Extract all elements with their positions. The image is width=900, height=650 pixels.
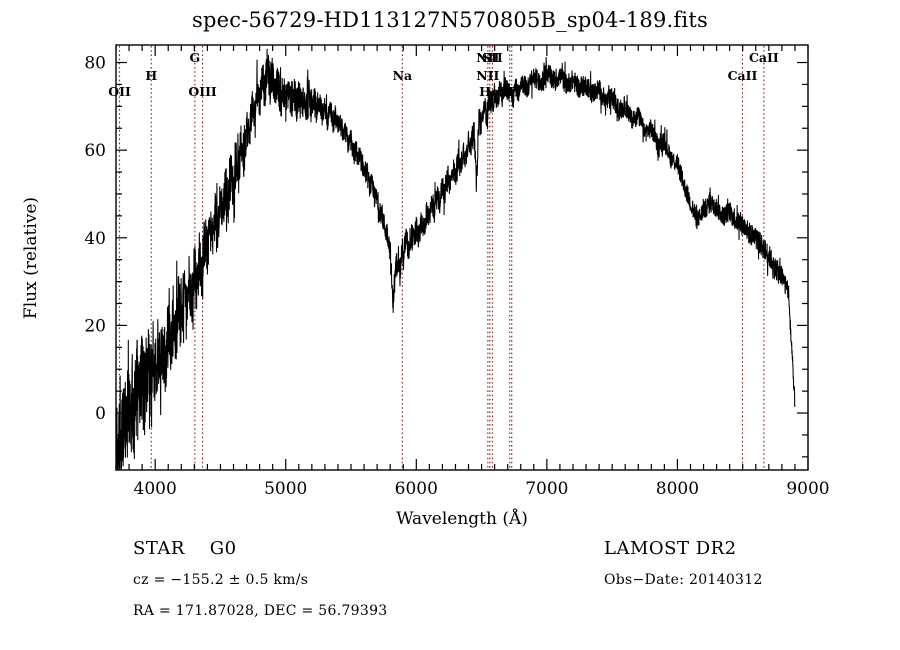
y-tick-label: 60	[84, 141, 106, 161]
spectral-line-label: SII	[482, 50, 503, 65]
spectral-line-label: CaII	[749, 50, 779, 65]
spectral-line-label: Na	[393, 68, 413, 83]
object-type-label: STAR G0	[133, 538, 237, 559]
x-axis-title: Wavelength (Å)	[396, 508, 528, 529]
y-tick-labels: 0 20 40 60 80	[84, 54, 106, 425]
spectrum-line	[115, 48, 796, 470]
spectral-line-label: Hα	[479, 84, 501, 99]
x-tick-label: 9000	[786, 479, 829, 499]
spectral-line-label: OII	[108, 84, 131, 99]
x-tick-label: 7000	[525, 479, 568, 499]
x-tick-label: 8000	[656, 479, 699, 499]
x-tick-label: 4000	[134, 479, 177, 499]
spectral-line-label: H	[145, 68, 157, 83]
x-tick-label: 5000	[264, 479, 307, 499]
survey-label: LAMOST DR2	[604, 538, 737, 559]
spectral-line-label: NII	[476, 68, 499, 83]
spectral-line-markers	[118, 46, 765, 469]
axis-ticks	[115, 45, 809, 470]
y-tick-label: 20	[84, 316, 106, 336]
spectral-line-label: G	[190, 50, 201, 65]
figure-title: spec-56729-HD113127N570805B_sp04-189.fit…	[192, 8, 708, 32]
y-tick-label: 40	[84, 229, 106, 249]
plot-frame	[115, 44, 809, 471]
spectral-class: G0	[209, 538, 237, 559]
x-tick-labels: 4000 5000 6000 7000 8000 9000	[134, 479, 830, 499]
radial-velocity-label: cz = −155.2 ± 0.5 km/s	[133, 572, 309, 588]
spectral-line-label: NII	[476, 50, 499, 65]
y-tick-label: 80	[84, 54, 106, 74]
obs-date-label: Obs−Date: 20140312	[604, 572, 763, 588]
x-tick-label: 6000	[395, 479, 438, 499]
coordinates-label: RA = 171.87028, DEC = 56.79393	[133, 603, 388, 619]
y-axis-title: Flux (relative)	[21, 197, 41, 319]
spectral-line-label: SII	[499, 84, 520, 99]
spectral-line-label: OIII	[188, 84, 217, 99]
spectrum-trace	[115, 48, 796, 470]
spectral-line-label: CaII	[728, 68, 758, 83]
y-tick-label: 0	[95, 404, 106, 424]
object-type: STAR	[133, 538, 185, 559]
